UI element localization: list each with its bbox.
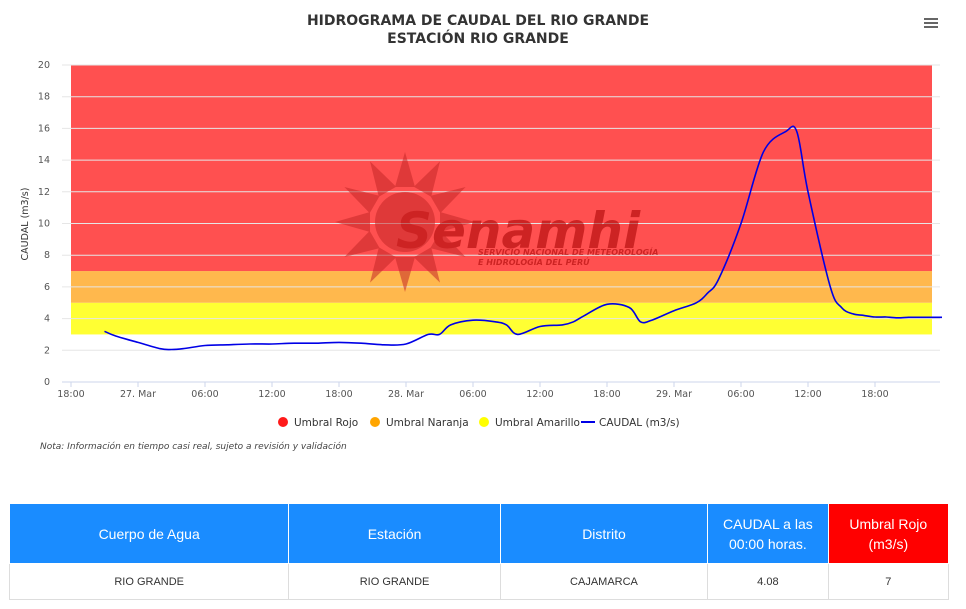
chart-menu-icon[interactable] (922, 16, 940, 32)
hydrograph-chart: HIDROGRAMA DE CAUDAL DEL RIO GRANDE ESTA… (20, 13, 942, 429)
cell-district: CAJAMARCA (499, 563, 709, 600)
chart-subtitle: ESTACIÓN RIO GRANDE (387, 29, 569, 47)
legend: Umbral Rojo Umbral Naranja Umbral Amarillo… (278, 417, 680, 429)
legend-marker-dot (370, 417, 380, 427)
data-note: Nota: Información en tiempo casi real, s… (40, 442, 347, 452)
legend-item-caudal-m3-s[interactable]: CAUDAL (m3/s) (581, 417, 680, 429)
menu-bar (924, 26, 938, 28)
caudal-series-line (104, 125, 942, 351)
x-tick-label: 27. Mar (120, 389, 156, 400)
threshold-bands (71, 65, 932, 335)
x-tick-label: 29. Mar (656, 389, 692, 400)
y-axis-ticks: 0 2 4 6 8 10 12 14 16 18 20 (38, 60, 50, 388)
cell-flow-midnight: 4.08 (707, 563, 829, 600)
sun-emblem (335, 152, 475, 292)
grid-lines (62, 64, 940, 383)
table-header-row: Cuerpo de Agua Estación Distrito CAUDAL … (8, 503, 950, 564)
legend-item-umbral-amarillo[interactable]: Umbral Amarillo (479, 417, 580, 429)
series-layer (104, 125, 942, 351)
x-tick-label: 18:00 (593, 389, 620, 400)
header-station: Estación (288, 503, 501, 564)
y-tick-label: 20 (38, 60, 50, 71)
legend-item-umbral-rojo[interactable]: Umbral Rojo (278, 417, 358, 429)
x-tick-label: 18:00 (57, 389, 84, 400)
y-tick-label: 10 (38, 219, 50, 230)
legend-marker-dot (278, 417, 288, 427)
cell-station: RIO GRANDE (288, 563, 501, 600)
header-water-body: Cuerpo de Agua (8, 503, 290, 564)
y-tick-label: 16 (38, 123, 50, 134)
x-tick-label: 28. Mar (388, 389, 424, 400)
logo-tagline-2: E HIDROLOGÍA DEL PERÚ (478, 256, 590, 267)
x-tick-label: 18:00 (325, 389, 352, 400)
cell-red-threshold: 7 (827, 563, 950, 600)
x-tick-label: 12:00 (526, 389, 553, 400)
x-axis-ticks: 18:00 27. Mar 06:00 12:00 18:00 28. Mar 06:00 1… (57, 382, 889, 400)
x-tick-label: 12:00 (794, 389, 821, 400)
legend-label: CAUDAL (m3/s) (599, 417, 680, 429)
header-flow-midnight: CAUDAL a las 00:00 horas. (707, 503, 829, 564)
y-axis-title: CAUDAL (m3/s) (20, 188, 31, 261)
header-district: Distrito (499, 503, 709, 564)
station-table: Cuerpo de Agua Estación Distrito CAUDAL … (8, 503, 950, 600)
table-row: RIO GRANDE RIO GRANDE CAJAMARCA 4.08 7 (8, 563, 950, 600)
logo-tagline-1: SERVICIO NACIONAL DE METEOROLOGÍA (478, 246, 658, 257)
x-tick-label: 06:00 (191, 389, 218, 400)
senamhi-logo: Senamhi SERVICIO NACIONAL DE METEOROLOGÍ… (335, 152, 658, 292)
y-tick-label: 4 (44, 314, 50, 325)
legend-item-umbral-naranja[interactable]: Umbral Naranja (370, 417, 469, 429)
chart-title: HIDROGRAMA DE CAUDAL DEL RIO GRANDE (307, 13, 649, 29)
x-tick-label: 06:00 (459, 389, 486, 400)
cell-water-body: RIO GRANDE (8, 563, 290, 600)
legend-label: Umbral Naranja (386, 417, 469, 429)
y-tick-label: 2 (44, 345, 50, 356)
y-tick-label: 12 (38, 187, 50, 198)
menu-bar (924, 22, 938, 24)
y-tick-label: 14 (38, 155, 50, 166)
legend-marker-dot (479, 417, 489, 427)
x-tick-label: 12:00 (258, 389, 285, 400)
x-tick-label: 06:00 (727, 389, 754, 400)
umbral-rojo-band (71, 65, 932, 272)
menu-bar (924, 18, 938, 20)
y-tick-label: 18 (38, 92, 50, 103)
legend-label: Umbral Rojo (294, 417, 358, 429)
logo-wordmark: Senamhi (396, 202, 641, 260)
x-tick-label: 18:00 (861, 389, 888, 400)
y-tick-label: 8 (44, 250, 50, 261)
legend-label: Umbral Amarillo (495, 417, 580, 429)
y-tick-label: 0 (44, 377, 50, 388)
header-red-threshold: Umbral Rojo (m3/s) (827, 503, 950, 564)
y-tick-label: 6 (44, 282, 50, 293)
